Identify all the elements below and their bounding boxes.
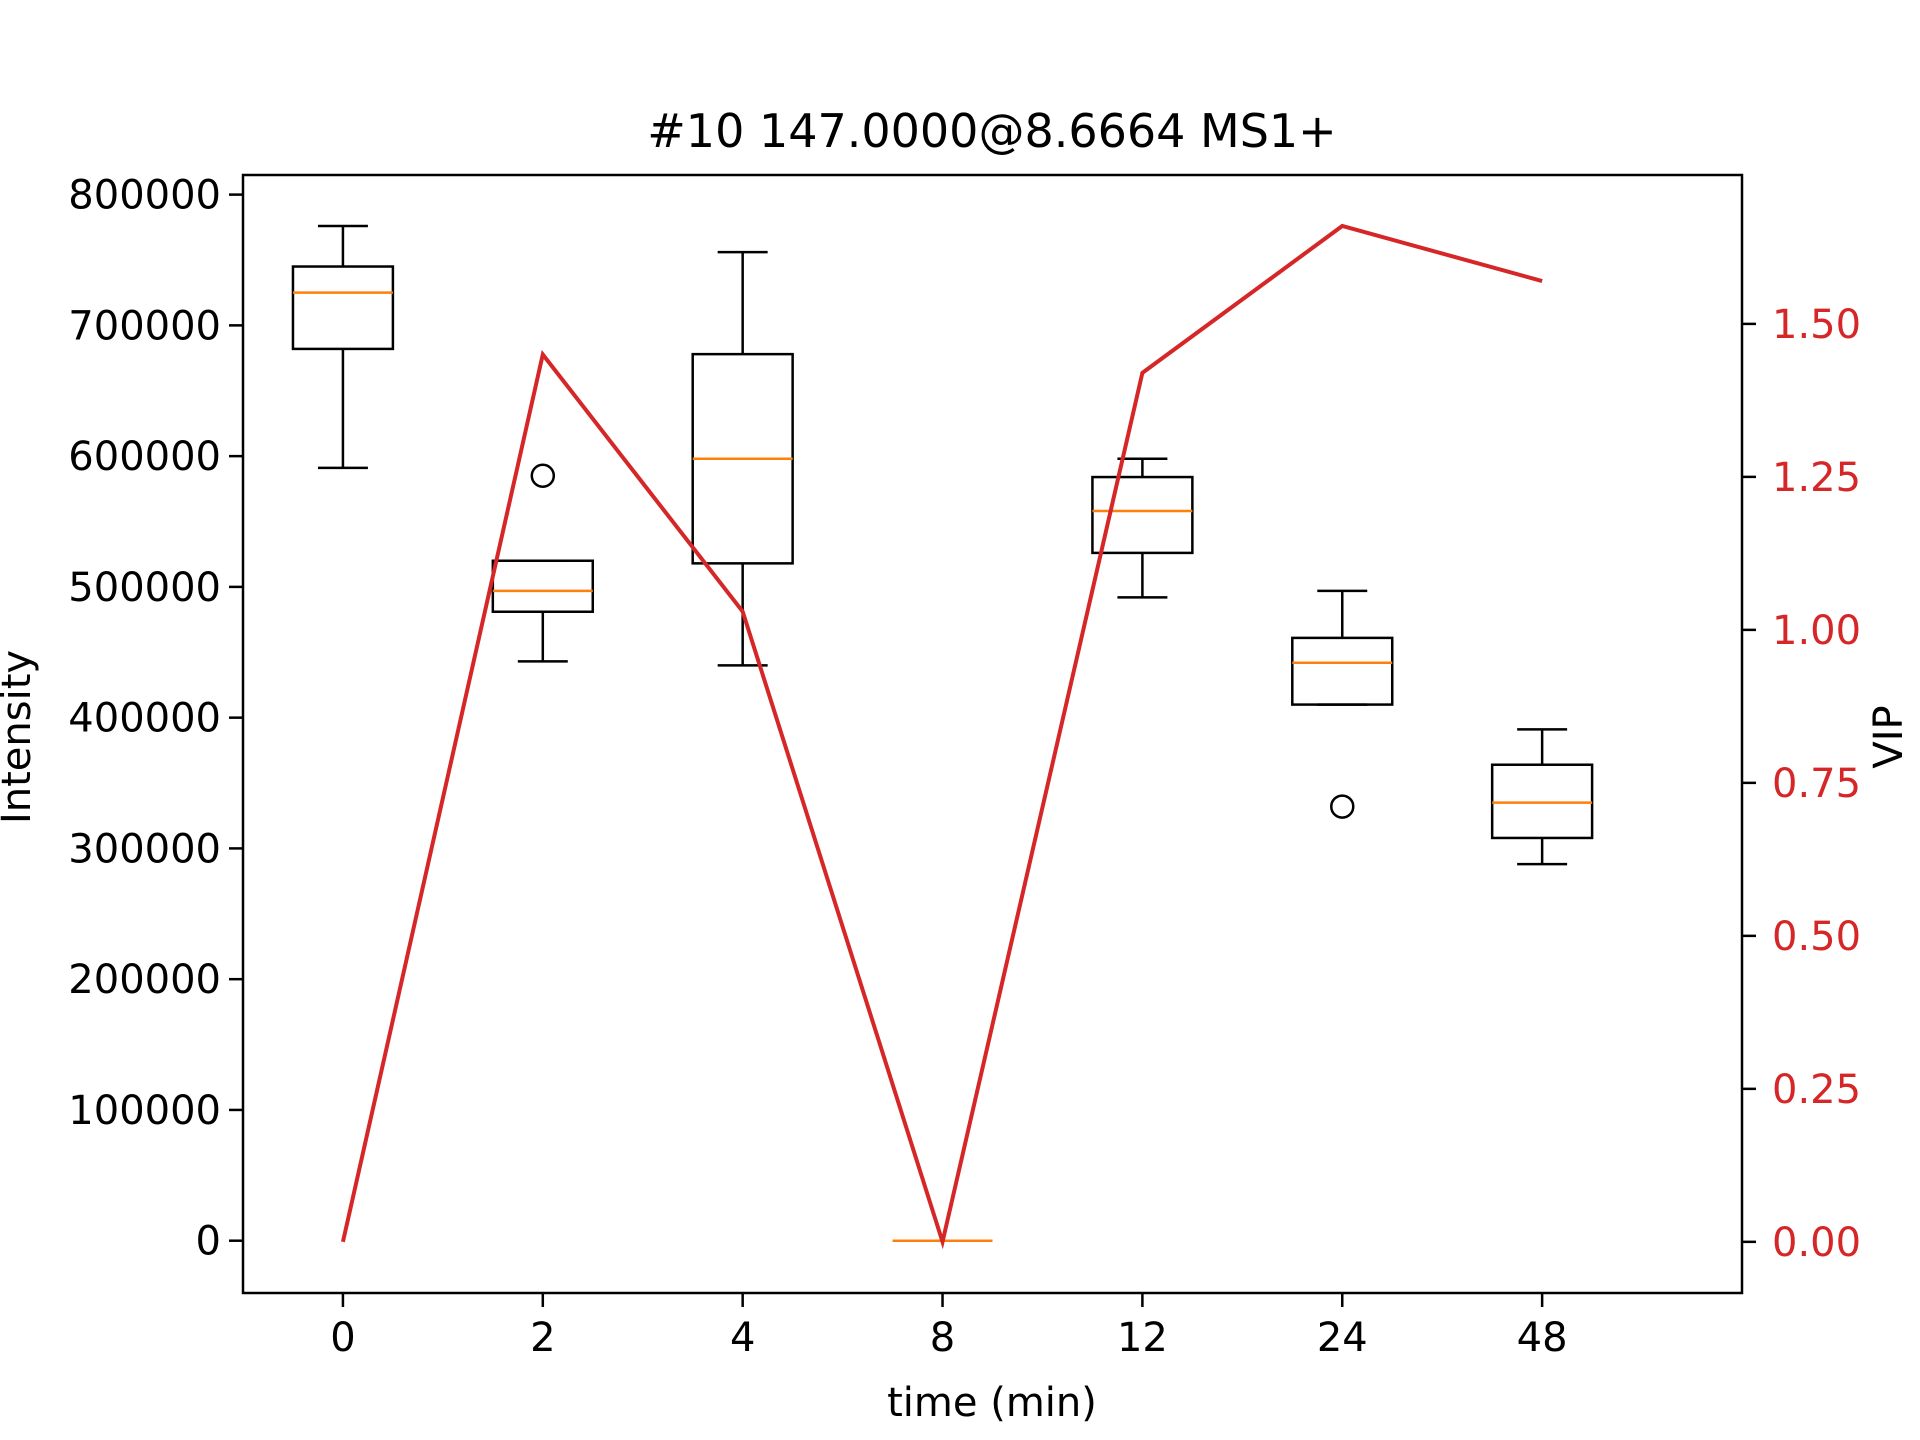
y2-tick-label: 0.00: [1772, 1220, 1861, 1266]
x-tick-label: 8: [930, 1315, 955, 1361]
chart-title: #10 147.0000@8.6664 MS1+: [647, 104, 1336, 158]
y-tick-label: 600000: [68, 434, 221, 480]
box-24: [1291, 589, 1394, 819]
x-tick-label: 2: [530, 1315, 555, 1361]
y-axis-label: Intensity: [0, 650, 40, 824]
y-tick-label: 100000: [68, 1088, 221, 1134]
outlier-point: [1330, 794, 1355, 819]
y2-tick-label: 0.75: [1772, 761, 1861, 807]
y-tick-label: 800000: [68, 173, 221, 219]
y-tick-label: 500000: [68, 565, 221, 611]
x-tick-label: 24: [1317, 1315, 1368, 1361]
y2-tick-label: 0.25: [1772, 1067, 1861, 1113]
x-tick-label: 48: [1517, 1315, 1568, 1361]
y-tick-label: 700000: [68, 303, 221, 349]
x-tick-label: 0: [330, 1315, 355, 1361]
box-body: [491, 559, 595, 613]
box-body: [1091, 475, 1194, 555]
plot-area: [291, 223, 1594, 1250]
x-tick-label: 12: [1117, 1315, 1168, 1361]
box-48: [1490, 728, 1594, 866]
x-axis-label: time (min): [887, 1380, 1097, 1426]
vip-line: [340, 223, 1543, 1250]
y2-tick-label: 1.00: [1772, 608, 1861, 654]
box-body: [1490, 763, 1594, 840]
y2-tick-label: 0.50: [1772, 914, 1861, 960]
box-body: [291, 265, 395, 351]
y2-axis-label: VIP: [1866, 705, 1912, 768]
outlier-point: [530, 463, 556, 488]
y-tick-label: 0: [196, 1219, 221, 1265]
x-tick-label: 4: [730, 1315, 755, 1361]
y-tick-label: 200000: [68, 957, 221, 1003]
y2-tick-label: 1.25: [1772, 455, 1861, 501]
box-2: [491, 463, 595, 663]
y-tick-label: 400000: [68, 696, 221, 742]
box-0: [291, 224, 395, 470]
axis-ticks: 0 100000 200000 300000 400000 500000 600000 700…: [68, 173, 1861, 1361]
plot-frame: [241, 173, 1744, 1295]
box-body: [1291, 636, 1394, 706]
y-tick-label: 300000: [68, 826, 221, 872]
y2-tick-label: 1.50: [1772, 302, 1861, 348]
